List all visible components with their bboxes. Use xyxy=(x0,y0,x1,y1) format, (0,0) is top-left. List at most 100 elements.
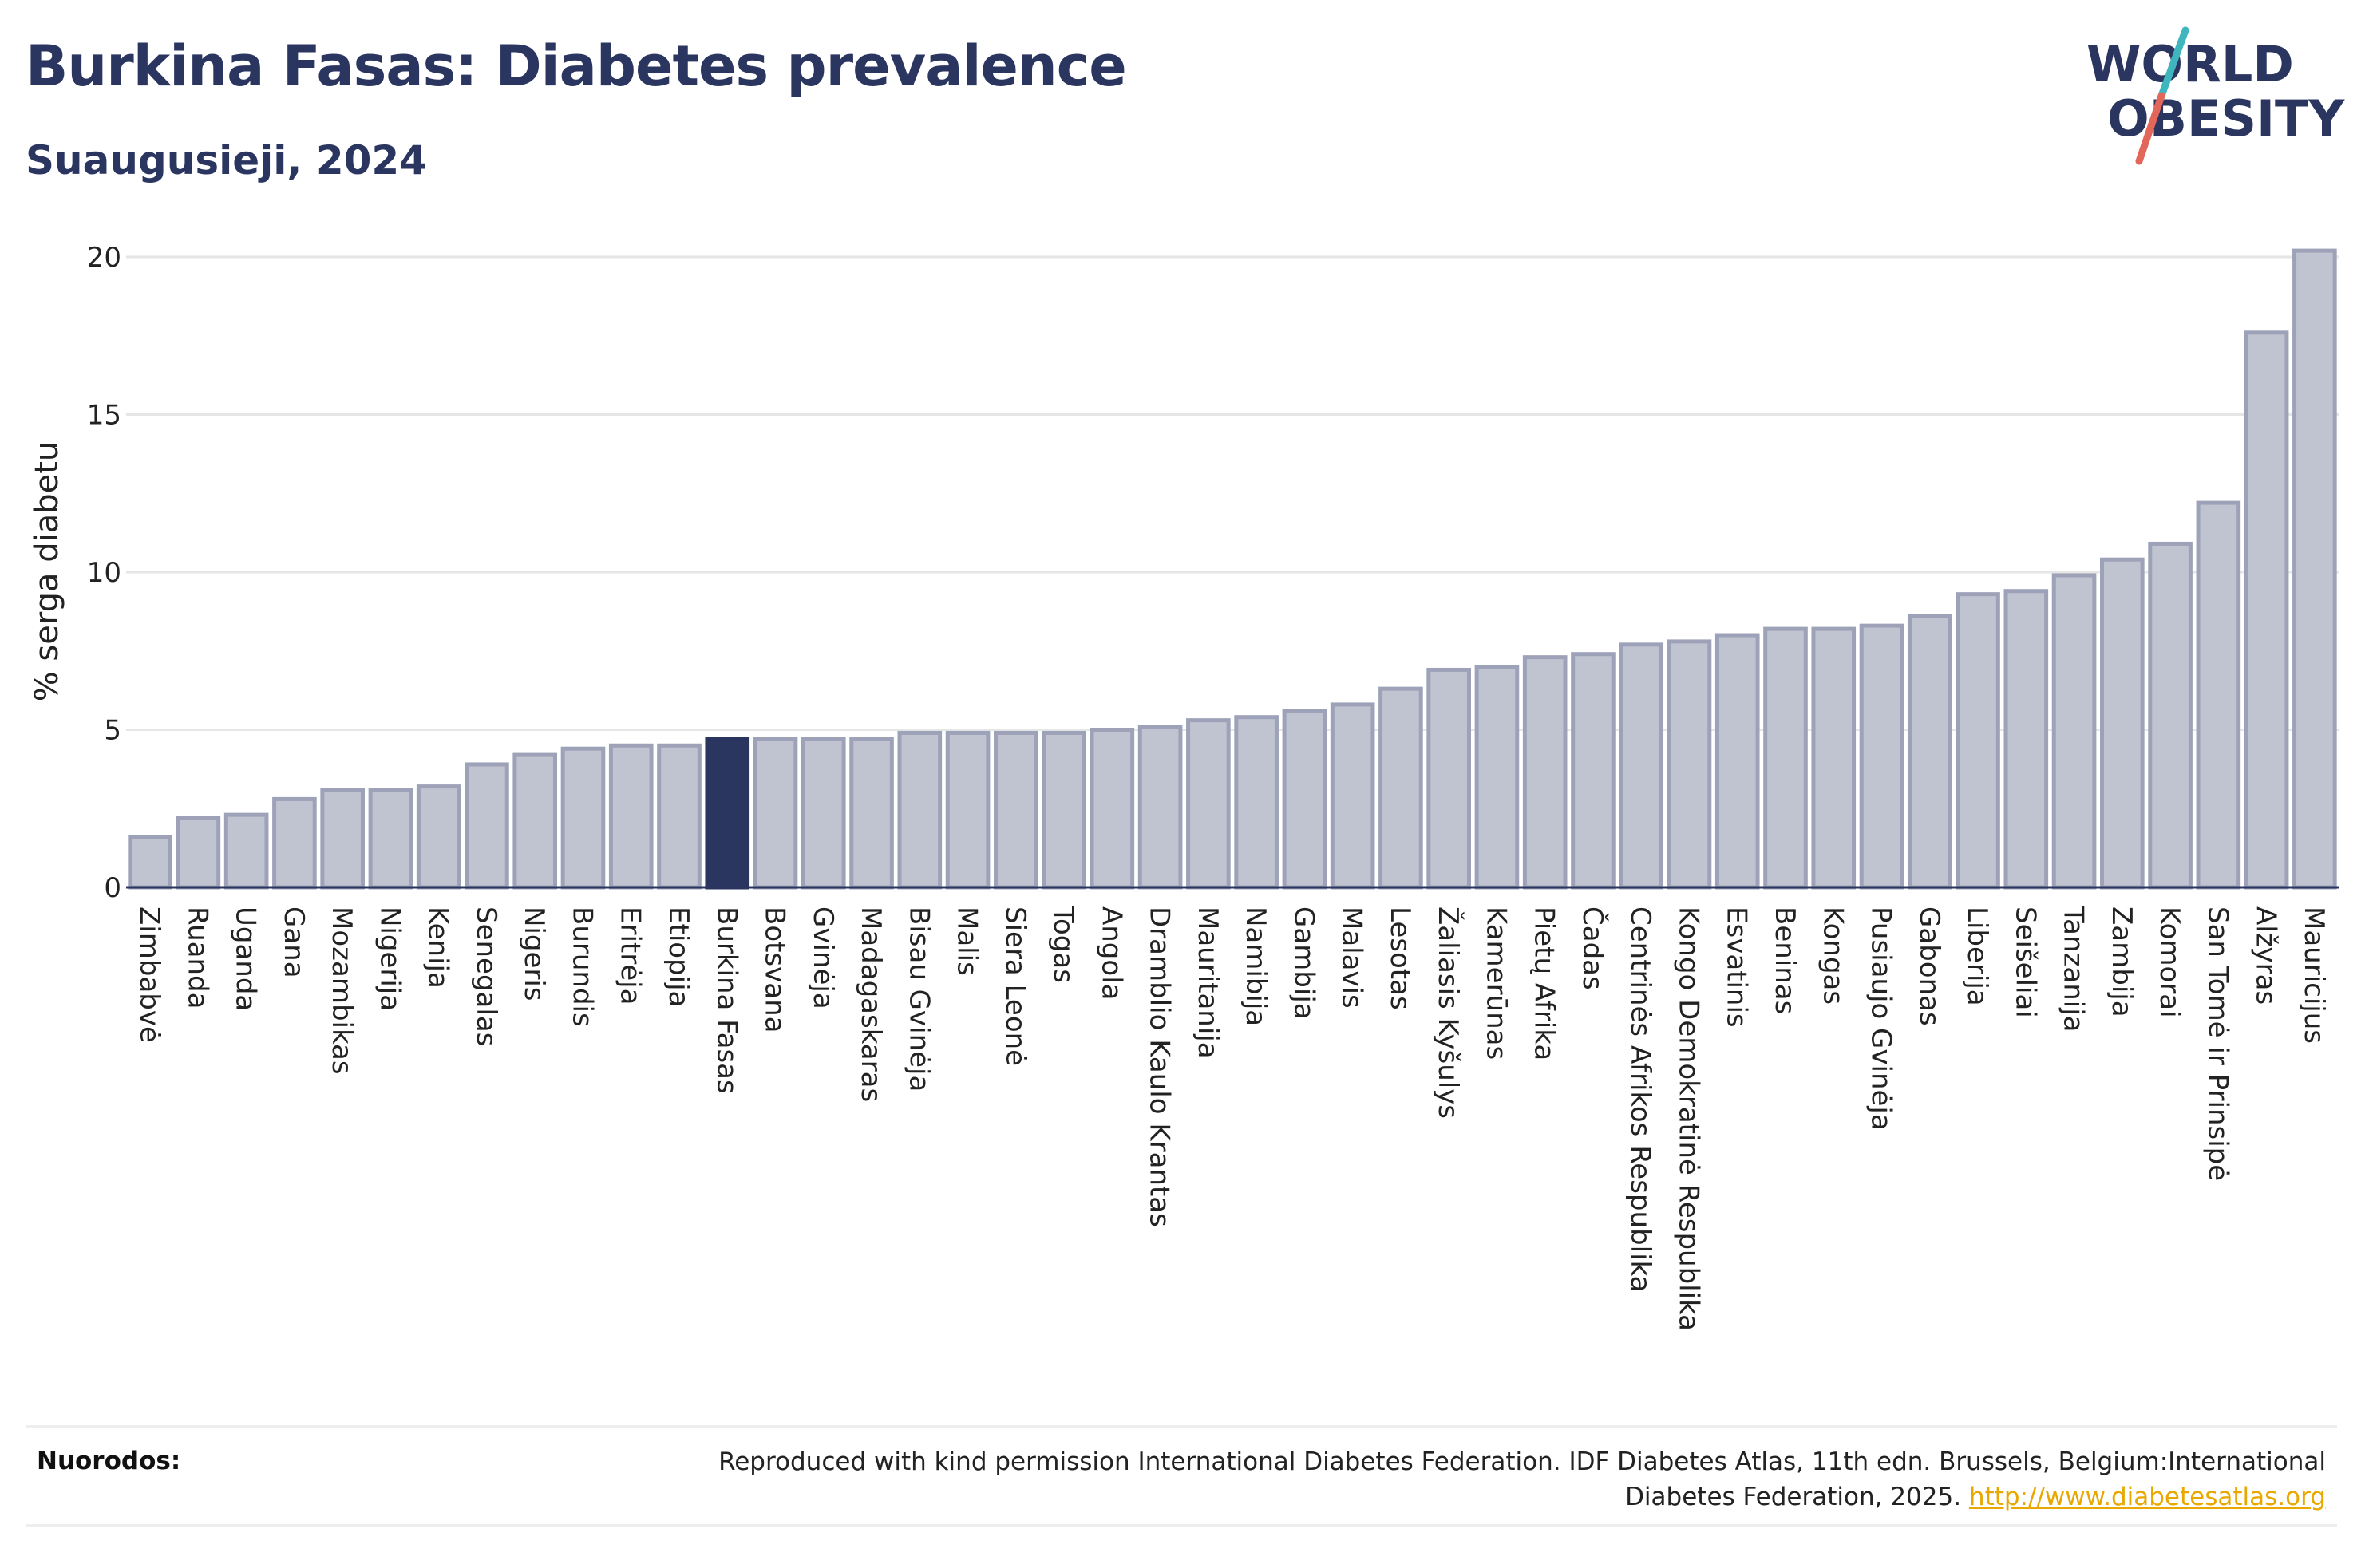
bar xyxy=(753,737,798,890)
logo-line1: WORLD xyxy=(2086,35,2294,93)
x-tick-label: Seišeliai xyxy=(2009,906,2041,1018)
x-tick-label: Ruanda xyxy=(181,906,213,1009)
bar xyxy=(1907,614,1952,890)
logo-slash-red-icon xyxy=(2135,92,2165,165)
bar xyxy=(1811,626,1857,890)
x-tick-label: Esvatinis xyxy=(1721,906,1753,1028)
bar xyxy=(2100,557,2145,890)
bar xyxy=(2003,589,2049,890)
bar xyxy=(945,730,991,890)
bar xyxy=(2196,500,2241,890)
bar xyxy=(2244,330,2289,890)
bar xyxy=(1859,623,1904,890)
bar xyxy=(1619,642,1664,890)
bar xyxy=(1571,652,1616,890)
x-tick-label: Liberija xyxy=(1961,906,1993,1006)
y-tick-label: 10 xyxy=(87,557,121,589)
x-tick-label: Gambija xyxy=(1287,906,1319,1020)
footer-link[interactable]: http://www.diabetesatlas.org xyxy=(1968,1483,2326,1511)
x-tick-label: Angola xyxy=(1095,906,1127,1000)
bar xyxy=(801,737,846,890)
logo-slash-teal-icon xyxy=(2157,26,2189,100)
x-tick-label: Tanzanija xyxy=(2058,906,2090,1032)
y-tick-label: 20 xyxy=(87,242,121,274)
footer-text-line2: Diabetes Federation, 2025. xyxy=(1625,1483,1962,1511)
bar xyxy=(512,752,558,890)
x-tick-label: Uganda xyxy=(230,906,262,1011)
footer-label: Nuorodos: xyxy=(37,1447,181,1475)
footer-citation: Reproduced with kind permission Internat… xyxy=(650,1444,2326,1515)
bar xyxy=(897,730,943,890)
x-tick-label: Etiopija xyxy=(662,906,694,1007)
x-tick-label: Nigerija xyxy=(374,906,405,1011)
x-tick-label: Madagaskaras xyxy=(855,906,887,1102)
labels: 0 5 10 15 20 % serga diabetu Zimbabvė Ruanda Uga… xyxy=(29,242,2330,1331)
x-tick-label: Pietų Afrika xyxy=(1529,906,1560,1060)
x-tick-label: Zambija xyxy=(2106,906,2138,1017)
bar xyxy=(465,762,509,890)
x-tick-label: Malis xyxy=(951,906,983,976)
bar xyxy=(223,812,269,890)
x-tick-label: Kongas xyxy=(1817,906,1849,1005)
bar xyxy=(128,835,172,890)
bar-chart: 0 5 10 15 20 % serga diabetu Zimbabvė Ruanda Uga… xyxy=(29,242,2339,1331)
x-tick-label: Togas xyxy=(1047,906,1079,983)
x-tick-label: Mozambikas xyxy=(326,906,358,1075)
x-tick-label: Beninas xyxy=(1769,906,1801,1014)
x-tick-label: Lesotas xyxy=(1384,906,1416,1010)
bar xyxy=(1330,702,1375,890)
footer-divider-top xyxy=(26,1425,2337,1428)
bar xyxy=(560,746,606,890)
y-tick-label: 0 xyxy=(104,872,121,904)
x-tick-label: Dramblio Kaulo Krantas xyxy=(1144,906,1176,1227)
x-tick-label: Malavis xyxy=(1336,906,1368,1009)
chart-title: Burkina Fasas: Diabetes prevalence xyxy=(26,34,1127,99)
bar xyxy=(320,788,365,890)
x-tick-label: Mauricijus xyxy=(2298,906,2330,1044)
bar xyxy=(1714,633,1760,890)
x-tick-label: Burundis xyxy=(566,906,598,1027)
bar xyxy=(1956,592,2000,890)
bar xyxy=(1042,730,1086,890)
x-tick-label: Bisau Gvinėja xyxy=(903,906,935,1092)
x-tick-label: Gana xyxy=(278,906,310,978)
bar xyxy=(1474,665,1520,890)
bar xyxy=(1137,725,1183,890)
bar xyxy=(657,743,702,890)
bar xyxy=(1522,655,1568,890)
x-tick-label: Kenija xyxy=(422,906,454,989)
x-tick-label: Gvinėja xyxy=(807,906,839,1009)
x-tick-label: Alžyras xyxy=(2250,906,2282,1005)
bars xyxy=(128,248,2337,890)
bar xyxy=(1282,709,1327,890)
bar xyxy=(2148,541,2193,890)
bar xyxy=(1426,667,1471,890)
x-tick-label: Nigeris xyxy=(518,906,550,1001)
x-tick-label: Centrinės Afrikos Respublika xyxy=(1624,906,1656,1292)
x-tick-label: Burkina Fasas xyxy=(710,906,742,1094)
bar xyxy=(608,743,654,890)
x-tick-label: Eritrėja xyxy=(615,906,647,1005)
bar xyxy=(368,788,413,890)
bar xyxy=(849,737,894,890)
world-obesity-logo: WORLD OBESITY xyxy=(2086,26,2345,165)
x-tick-label: Botsvana xyxy=(759,906,791,1033)
x-tick-label: Komorai xyxy=(2153,906,2185,1018)
bar xyxy=(1234,715,1279,890)
bar xyxy=(1378,686,1423,890)
bar-highlight xyxy=(705,737,750,890)
x-tick-label: Senegalas xyxy=(470,906,502,1046)
bar xyxy=(416,784,461,890)
bar xyxy=(176,816,221,890)
bar xyxy=(1667,639,1712,890)
footer-divider-bottom xyxy=(26,1524,2337,1527)
bar xyxy=(1090,728,1135,890)
bar xyxy=(1186,718,1231,890)
x-tick-label: Mauritanija xyxy=(1192,906,1224,1059)
y-tick-label: 5 xyxy=(104,715,121,747)
chart-subtitle: Suaugusieji, 2024 xyxy=(26,137,427,184)
x-tick-label: Pusiaujo Gvinėja xyxy=(1865,906,1897,1131)
bar xyxy=(2051,573,2097,890)
y-tick-label: 15 xyxy=(87,400,121,432)
x-tick-label: Čadas xyxy=(1576,906,1609,990)
